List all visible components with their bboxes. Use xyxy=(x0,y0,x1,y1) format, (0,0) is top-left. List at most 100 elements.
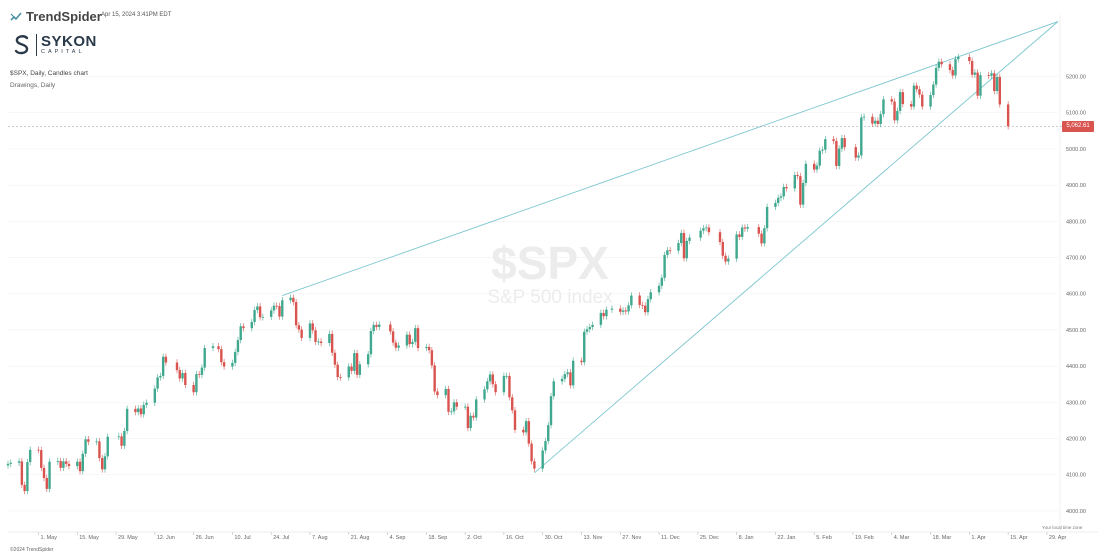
candle-body xyxy=(463,406,467,408)
candle-body xyxy=(940,61,943,65)
candle-body xyxy=(300,329,303,338)
candle-body xyxy=(801,182,805,205)
x-tick-label: 19. Feb xyxy=(855,535,874,541)
candle-body xyxy=(990,73,993,76)
symbol-line: $SPX, Daily, Candles chart xyxy=(10,70,88,77)
candle-body xyxy=(641,304,644,306)
candle-body xyxy=(837,148,841,166)
candle-body xyxy=(619,308,622,312)
candle-body xyxy=(727,258,730,262)
candle-body xyxy=(414,328,417,342)
candle-body xyxy=(624,310,628,312)
candle-body xyxy=(704,227,708,229)
candle-body xyxy=(405,334,409,346)
candle-body xyxy=(508,375,511,398)
candle-body xyxy=(840,138,844,149)
candle-body xyxy=(333,352,337,365)
candle-body xyxy=(552,381,555,397)
candle-body xyxy=(948,64,952,71)
candle-body xyxy=(973,72,977,75)
trendline[interactable] xyxy=(534,21,1059,474)
candle-body xyxy=(547,425,550,442)
candle-body xyxy=(336,364,339,378)
candle-body xyxy=(153,388,157,403)
candle-body xyxy=(256,306,259,311)
x-tick-label: 18. Sep xyxy=(428,535,447,541)
candle-body xyxy=(475,399,478,418)
candle-body xyxy=(103,456,107,470)
candle-body xyxy=(763,228,766,244)
candle-body xyxy=(425,346,428,349)
candle-body xyxy=(873,120,877,124)
candle-body xyxy=(394,342,398,348)
candle-body xyxy=(699,230,702,238)
candle-body xyxy=(909,104,913,107)
candle-body xyxy=(62,461,65,468)
candle-body xyxy=(602,312,605,317)
drawings-line: Drawings, Daily xyxy=(10,82,56,89)
candle-body xyxy=(871,116,874,124)
candle-body xyxy=(98,441,101,459)
candle-body xyxy=(857,155,860,158)
candle-body xyxy=(358,364,362,375)
candle-body xyxy=(968,56,971,61)
candle-body xyxy=(580,360,583,363)
candle-body xyxy=(1006,104,1010,127)
candle-body xyxy=(236,340,240,353)
candle-body xyxy=(220,349,223,363)
candle-body xyxy=(735,234,738,259)
x-tick-label: 18. Mar xyxy=(933,535,952,541)
brand-name: TrendSpider xyxy=(26,9,102,24)
candle-body xyxy=(666,250,669,256)
candle-body xyxy=(355,353,359,375)
candle-body xyxy=(389,324,392,332)
candle-body xyxy=(588,327,591,330)
candle-body xyxy=(527,421,531,444)
candle-body xyxy=(533,461,536,469)
candle-body xyxy=(957,56,960,60)
candle-body xyxy=(408,334,411,345)
candle-body xyxy=(843,138,846,148)
timezone-note[interactable]: Your local time zone xyxy=(1042,525,1083,530)
candle-body xyxy=(278,306,281,317)
candle-body xyxy=(231,362,234,367)
candle-body xyxy=(311,323,314,331)
candle-body xyxy=(369,331,373,355)
x-tick-label: 15. Apr xyxy=(1010,535,1028,541)
x-tick-label: 4. Sep xyxy=(390,535,406,541)
candle-body xyxy=(738,234,741,237)
candle-body xyxy=(6,463,10,466)
y-tick-label: 4600.00 xyxy=(1066,292,1086,298)
candle-body xyxy=(569,372,572,386)
candle-body xyxy=(544,441,547,451)
candle-body xyxy=(117,436,121,438)
candle-body xyxy=(195,374,198,393)
candle-body xyxy=(680,232,683,244)
candle-body xyxy=(782,186,785,197)
candle-body xyxy=(854,147,857,158)
candle-body xyxy=(330,333,334,353)
trendline[interactable] xyxy=(282,21,1059,296)
candle-body xyxy=(486,381,489,390)
candle-body xyxy=(433,365,436,392)
candle-body xyxy=(48,461,51,489)
candle-body xyxy=(95,441,98,443)
candle-body xyxy=(76,461,79,467)
candle-body xyxy=(430,350,434,366)
candle-body xyxy=(566,372,569,375)
candle-body xyxy=(702,228,705,231)
x-tick-label: 4. Mar xyxy=(894,535,910,541)
candle-body xyxy=(721,241,724,256)
candle-body xyxy=(832,139,835,141)
candle-body xyxy=(591,324,594,328)
candle-body xyxy=(893,101,896,121)
x-tick-label: 5. Feb xyxy=(816,535,832,541)
candle-body xyxy=(644,305,647,313)
candle-body xyxy=(253,310,256,322)
candle-body xyxy=(64,461,68,464)
x-tick-label: 1. May xyxy=(40,535,57,541)
candle-body xyxy=(56,460,60,462)
candle-body xyxy=(571,360,575,386)
candle-body xyxy=(491,374,495,385)
candle-body xyxy=(505,375,508,377)
